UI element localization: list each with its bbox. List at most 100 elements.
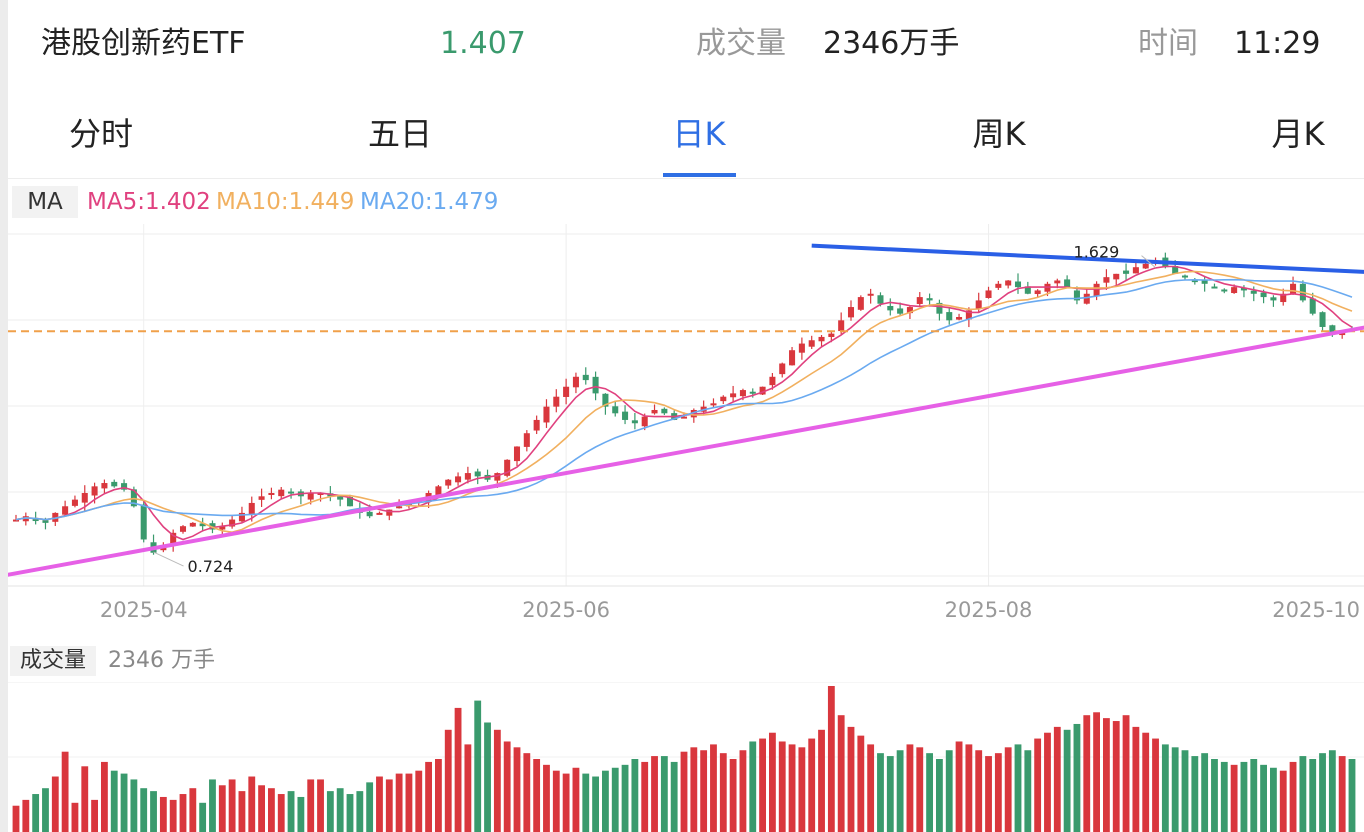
ma20-line bbox=[15, 278, 1353, 521]
volume-bar bbox=[1269, 767, 1277, 832]
volume-bar bbox=[434, 759, 442, 832]
volume-chart[interactable] bbox=[8, 682, 1364, 832]
candle-body bbox=[1319, 312, 1326, 327]
candle-body bbox=[81, 492, 88, 503]
volume-bar bbox=[808, 738, 816, 832]
volume-bar bbox=[1171, 747, 1179, 832]
candle-body bbox=[749, 391, 756, 394]
candle-body bbox=[445, 479, 452, 486]
left-edge bbox=[0, 0, 8, 832]
volume-bar bbox=[935, 759, 943, 832]
candle-body bbox=[612, 406, 619, 414]
volume-bar bbox=[346, 794, 354, 832]
candlestick-chart[interactable]: 1.629 0.724 2025-04 2025-06 2025-08 2025-10 bbox=[8, 224, 1364, 636]
candle-body bbox=[936, 302, 943, 314]
ma10-line bbox=[15, 270, 1353, 534]
resistance-trendline bbox=[811, 243, 1364, 274]
volume-indicator-button[interactable]: 成交量 bbox=[10, 646, 96, 676]
volume-bar bbox=[670, 761, 678, 832]
candle-body bbox=[258, 496, 265, 500]
volume-legend: 成交量 2346 万手 bbox=[8, 644, 408, 678]
security-name: 港股创新药ETF bbox=[41, 26, 246, 61]
candle-body bbox=[1093, 283, 1100, 297]
candle-body bbox=[887, 305, 894, 311]
tab-weekly-k[interactable]: 周K bbox=[972, 115, 1026, 153]
candle-body bbox=[238, 512, 245, 522]
volume-bar bbox=[425, 761, 433, 832]
volume-bar bbox=[1230, 764, 1238, 832]
candle-body bbox=[317, 492, 324, 495]
candle-body bbox=[396, 506, 403, 509]
candle-body bbox=[1123, 270, 1130, 274]
candle-body bbox=[1024, 286, 1031, 294]
candle-body bbox=[946, 312, 953, 321]
volume-bar bbox=[837, 715, 845, 832]
candle-body bbox=[1103, 277, 1110, 283]
ma-indicator-button[interactable]: MA bbox=[12, 186, 78, 218]
candle-body bbox=[1014, 281, 1022, 288]
volume-bar bbox=[287, 791, 295, 832]
volume-bar bbox=[228, 779, 236, 832]
candle-body bbox=[553, 396, 560, 407]
volume-bar bbox=[660, 756, 668, 832]
candle-body bbox=[62, 506, 69, 515]
volume-label: 成交量 bbox=[696, 26, 786, 61]
volume-bar bbox=[611, 767, 619, 832]
tab-five-day[interactable]: 五日 bbox=[367, 115, 432, 153]
volume-bar bbox=[1279, 770, 1287, 832]
volume-bar bbox=[307, 779, 315, 832]
volume-bar bbox=[926, 753, 934, 832]
active-tab-indicator bbox=[663, 173, 736, 177]
support-trendline bbox=[8, 325, 1364, 577]
volume-bar bbox=[1132, 726, 1140, 832]
candle-body bbox=[867, 293, 874, 296]
volume-bar bbox=[366, 782, 374, 832]
candle-body bbox=[789, 350, 796, 366]
volume-bar bbox=[42, 788, 49, 832]
volume-bar bbox=[1201, 753, 1209, 832]
candle-body bbox=[170, 532, 177, 546]
candle-body bbox=[22, 516, 29, 522]
tab-intraday[interactable]: 分时 bbox=[68, 115, 133, 153]
candle-body bbox=[1231, 287, 1238, 294]
period-tabs: 分时 五日 日K 周K 月K bbox=[8, 92, 1364, 179]
volume-bar bbox=[533, 759, 541, 832]
candle-body bbox=[926, 298, 933, 301]
volume-bar bbox=[552, 770, 560, 832]
candle-body bbox=[1172, 265, 1179, 274]
candle-body bbox=[808, 340, 815, 347]
volume-bar bbox=[1191, 756, 1199, 832]
volume-bar bbox=[985, 756, 992, 832]
volume-bar bbox=[503, 741, 511, 832]
volume-bar bbox=[621, 764, 629, 832]
candle-body bbox=[278, 489, 285, 497]
volume-bar bbox=[150, 791, 157, 832]
candle-body bbox=[1280, 293, 1287, 303]
candle-body bbox=[435, 486, 442, 496]
candle-body bbox=[1329, 325, 1336, 334]
candle-body bbox=[1181, 275, 1189, 278]
candle-body bbox=[474, 471, 481, 477]
volume-bar bbox=[130, 779, 138, 832]
candle-body bbox=[52, 512, 59, 522]
candle-body bbox=[838, 320, 845, 332]
candle-body bbox=[572, 376, 579, 388]
volume-bar bbox=[464, 744, 472, 832]
tab-daily-k[interactable]: 日K bbox=[672, 115, 726, 153]
chart-grid bbox=[8, 224, 1364, 587]
volume-bar bbox=[297, 796, 305, 832]
volume-bar bbox=[759, 738, 767, 832]
volume-bar bbox=[886, 756, 894, 832]
candle-body bbox=[828, 333, 835, 337]
x-label-2: 2025-08 bbox=[945, 598, 1033, 622]
candle-body bbox=[769, 376, 776, 386]
candle-body bbox=[199, 523, 206, 527]
volume-bar bbox=[385, 779, 393, 832]
volume-bar bbox=[484, 722, 491, 832]
candle-body bbox=[464, 473, 471, 480]
volume-bar bbox=[169, 799, 177, 832]
tab-monthly-k[interactable]: 月K bbox=[1271, 115, 1325, 153]
volume-bar bbox=[1260, 764, 1268, 832]
candle-body bbox=[71, 499, 78, 506]
candle-body bbox=[1142, 263, 1149, 269]
